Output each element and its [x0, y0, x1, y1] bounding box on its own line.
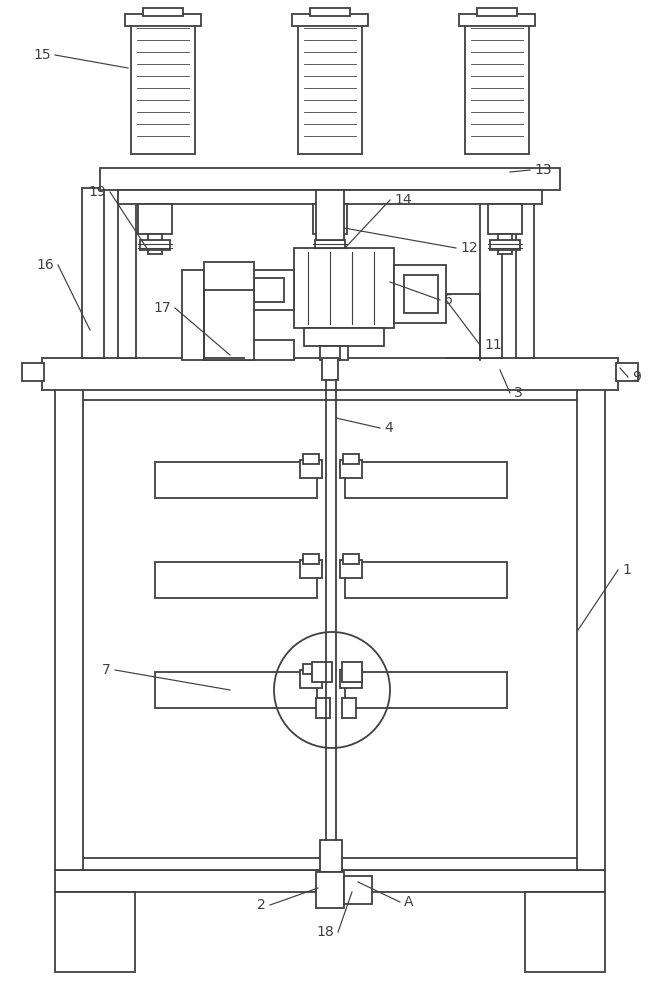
Bar	[404, 275, 438, 313]
Bar	[316, 698, 330, 718]
Bar	[490, 240, 520, 250]
Bar	[118, 190, 542, 204]
Text: 13: 13	[534, 163, 552, 177]
Bar	[182, 270, 204, 360]
Bar	[300, 670, 322, 688]
Bar	[300, 460, 322, 478]
Text: 6: 6	[444, 293, 453, 307]
Bar	[316, 190, 344, 240]
Bar	[55, 892, 135, 972]
Bar	[310, 8, 350, 16]
Text: 1: 1	[622, 563, 631, 577]
Bar	[140, 240, 170, 250]
Bar	[22, 363, 44, 381]
Bar	[340, 460, 362, 478]
Text: 7: 7	[102, 663, 111, 677]
Bar	[394, 265, 446, 323]
Text: 15: 15	[34, 48, 51, 62]
Bar	[498, 234, 512, 254]
Bar	[315, 240, 345, 250]
Bar	[320, 346, 340, 360]
Bar	[345, 462, 507, 498]
Bar	[320, 840, 342, 872]
Bar	[148, 234, 162, 254]
Bar	[303, 554, 319, 564]
Bar	[82, 188, 104, 358]
Bar	[244, 270, 294, 310]
Bar	[343, 554, 359, 564]
Bar	[577, 388, 605, 870]
Bar	[155, 462, 317, 498]
Bar	[143, 8, 183, 16]
Bar	[323, 234, 337, 254]
Bar	[298, 22, 362, 154]
Bar	[316, 872, 344, 908]
Bar	[254, 278, 284, 302]
Bar	[345, 562, 507, 598]
Bar	[343, 454, 359, 464]
Bar	[342, 698, 356, 718]
Bar	[118, 188, 136, 358]
Bar	[55, 388, 83, 870]
Bar	[292, 14, 368, 26]
Bar	[488, 204, 522, 234]
Text: 18: 18	[316, 925, 334, 939]
Text: 12: 12	[460, 241, 478, 255]
Bar	[344, 876, 372, 904]
Text: 16: 16	[36, 258, 54, 272]
Bar	[516, 188, 534, 358]
Bar	[55, 870, 605, 892]
Bar	[480, 188, 502, 358]
Bar	[340, 670, 362, 688]
Bar	[138, 204, 172, 234]
Bar	[312, 662, 332, 682]
Bar	[313, 204, 347, 234]
Bar	[131, 22, 195, 154]
Bar	[459, 14, 535, 26]
Bar	[324, 346, 348, 360]
Bar	[82, 400, 578, 858]
Bar	[294, 248, 394, 328]
Bar	[322, 358, 338, 380]
Text: 17: 17	[153, 301, 171, 315]
Bar	[300, 560, 322, 578]
Bar	[340, 560, 362, 578]
Bar	[525, 892, 605, 972]
Bar	[155, 562, 317, 598]
Bar	[465, 22, 529, 154]
Text: 11: 11	[484, 338, 502, 352]
Bar	[204, 340, 294, 360]
Bar	[304, 328, 384, 346]
Bar	[204, 262, 254, 360]
Bar	[42, 358, 618, 390]
Bar	[303, 664, 319, 674]
Bar	[125, 14, 201, 26]
Text: 4: 4	[384, 421, 393, 435]
Bar	[155, 672, 317, 708]
Text: 14: 14	[394, 193, 412, 207]
Text: 9: 9	[632, 370, 641, 384]
Text: 2: 2	[257, 898, 266, 912]
Bar	[343, 664, 359, 674]
Text: 19: 19	[88, 185, 106, 199]
Text: A: A	[404, 895, 414, 909]
Text: 3: 3	[514, 386, 523, 400]
Bar	[68, 388, 592, 870]
Bar	[100, 168, 560, 190]
Bar	[303, 454, 319, 464]
Bar	[345, 672, 507, 708]
Bar	[616, 363, 638, 381]
Bar	[477, 8, 517, 16]
Bar	[342, 662, 362, 682]
